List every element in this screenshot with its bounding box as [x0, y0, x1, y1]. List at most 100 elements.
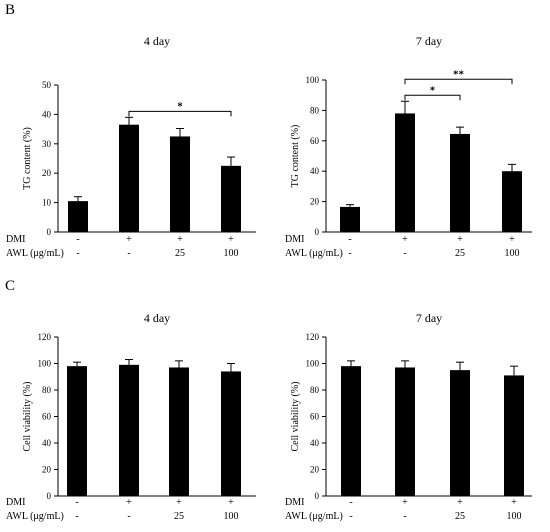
bar: [221, 166, 241, 232]
treatment-label: DMI: [6, 497, 25, 508]
chart-title: 7 day: [416, 34, 442, 48]
treatment-value: +: [228, 234, 234, 245]
treatment-value: +: [402, 234, 408, 245]
y-axis-label: TG content (%): [22, 127, 33, 190]
y-tick-label: 80: [310, 385, 320, 395]
treatment-value: 100: [224, 248, 239, 259]
treatment-value: +: [402, 497, 408, 508]
treatment-value: +: [126, 234, 132, 245]
y-tick-label: 40: [310, 166, 320, 176]
y-tick-label: 40: [310, 438, 320, 448]
treatment-value: -: [127, 511, 130, 522]
treatment-value: +: [176, 497, 182, 508]
treatment-value: -: [348, 248, 351, 259]
chart-2: 4 day 0 20 40 60 80 100 120 Cell viability (%) DM…: [6, 311, 256, 522]
bar: [450, 370, 470, 496]
treatment-value: 25: [175, 248, 185, 259]
y-tick-label: 100: [306, 359, 320, 369]
y-tick-label: 60: [310, 136, 320, 146]
treatment-label: DMI: [285, 497, 304, 508]
treatment-value: +: [126, 497, 132, 508]
y-tick-label: 100: [306, 75, 320, 85]
treatment-label: AWL (μg/mL): [285, 511, 343, 522]
y-axis-label: TG content (%): [290, 125, 301, 188]
plots: 4 day 0 10 20 30 40 50 TG content (%) * DMI - + + + AW…: [6, 34, 532, 522]
bar: [395, 367, 415, 496]
treatment-value: 100: [505, 248, 520, 259]
chart-title: 4 day: [144, 34, 170, 48]
y-tick-label: 50: [42, 80, 52, 90]
bar: [502, 171, 522, 232]
y-tick-label: 40: [42, 109, 52, 119]
y-tick-label: 0: [47, 227, 52, 237]
treatment-value: +: [177, 234, 183, 245]
y-tick-label: 80: [42, 385, 52, 395]
treatment-value: +: [457, 497, 463, 508]
y-tick-label: 0: [47, 491, 52, 501]
treatment-value: +: [228, 497, 234, 508]
bar: [119, 125, 139, 232]
treatment-value: 25: [455, 511, 465, 522]
treatment-value: +: [457, 234, 463, 245]
treatment-label: AWL (μg/mL): [6, 248, 64, 259]
y-tick-label: 20: [42, 465, 52, 475]
bar: [67, 366, 87, 496]
treatment-value: -: [349, 497, 352, 508]
treatment-value: 100: [224, 511, 239, 522]
treatment-value: -: [403, 511, 406, 522]
treatment-value: -: [403, 248, 406, 259]
y-tick-label: 60: [42, 412, 52, 422]
treatment-value: 25: [455, 248, 465, 259]
bar: [169, 367, 189, 496]
y-tick-label: 20: [310, 197, 320, 207]
treatment-value: -: [76, 248, 79, 259]
bar: [341, 366, 361, 496]
bar: [170, 136, 190, 232]
chart-title: 4 day: [144, 311, 170, 325]
y-tick-label: 0: [315, 491, 320, 501]
treatment-label: AWL (μg/mL): [6, 511, 64, 522]
y-tick-label: 120: [306, 332, 320, 342]
significance-label: **: [453, 68, 465, 80]
bar: [504, 375, 524, 496]
panel-letter-b: B: [5, 2, 15, 18]
chart-title: 7 day: [416, 311, 442, 325]
y-tick-label: 20: [310, 465, 320, 475]
treatment-value: -: [349, 511, 352, 522]
treatment-value: -: [75, 511, 78, 522]
bar: [119, 365, 139, 496]
y-tick-label: 0: [315, 227, 320, 237]
y-tick-label: 40: [42, 438, 52, 448]
treatment-label: AWL (μg/mL): [285, 248, 343, 259]
treatment-value: +: [509, 234, 515, 245]
treatment-label: DMI: [6, 234, 25, 245]
bar: [68, 201, 88, 232]
treatment-value: -: [348, 234, 351, 245]
significance-label: *: [177, 100, 183, 112]
treatment-value: -: [76, 234, 79, 245]
y-tick-label: 30: [42, 139, 52, 149]
treatment-label: DMI: [285, 234, 304, 245]
bar: [340, 207, 360, 232]
treatment-value: 25: [174, 511, 184, 522]
bar: [395, 113, 415, 232]
bar: [221, 371, 241, 496]
significance-label: *: [430, 84, 436, 96]
treatment-value: -: [75, 497, 78, 508]
y-tick-label: 100: [38, 359, 52, 369]
treatment-value: -: [127, 248, 130, 259]
y-axis-label: Cell viability (%): [22, 382, 33, 452]
bar: [450, 134, 470, 232]
panel-letter-c: C: [5, 278, 15, 294]
y-tick-label: 20: [42, 168, 52, 178]
y-tick-label: 120: [38, 332, 52, 342]
y-tick-label: 60: [310, 412, 320, 422]
y-tick-label: 80: [310, 105, 320, 115]
y-tick-label: 10: [42, 198, 52, 208]
chart-0: 4 day 0 10 20 30 40 50 TG content (%) * DMI - + + + AW…: [6, 34, 256, 259]
y-axis-label: Cell viability (%): [290, 382, 301, 452]
treatment-value: +: [511, 497, 517, 508]
chart-3: 7 day 0 20 40 60 80 100 120 Cell viability (%) DM…: [285, 311, 532, 522]
